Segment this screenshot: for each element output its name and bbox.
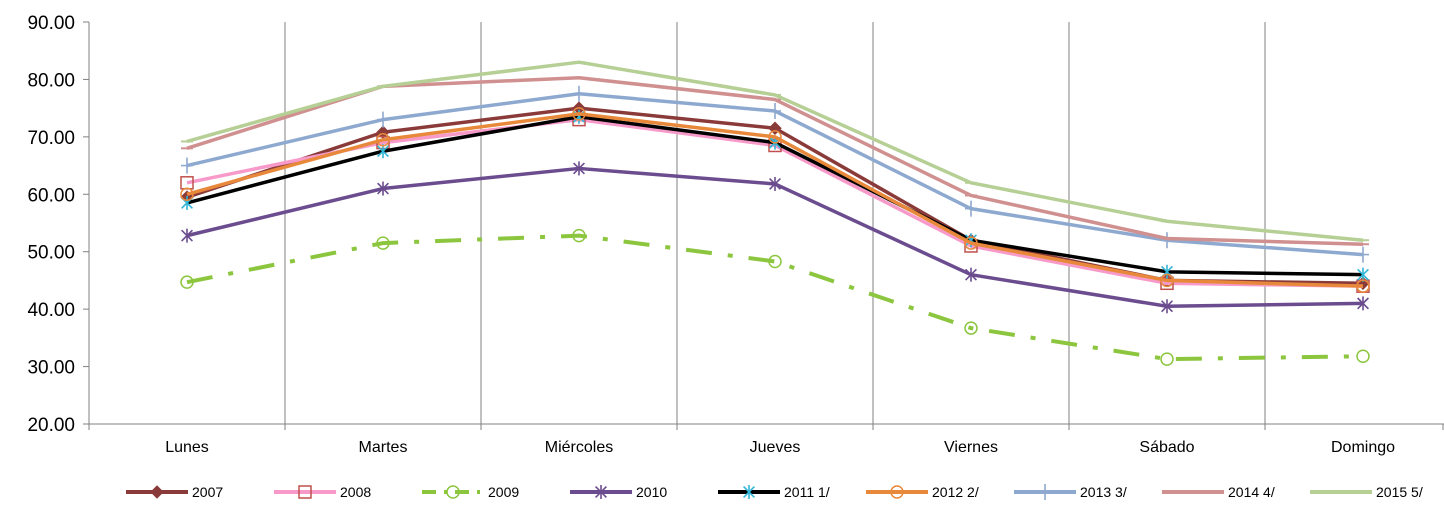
legend-label: 2015 5/ bbox=[1376, 484, 1423, 500]
data-point-marker bbox=[1161, 299, 1173, 314]
data-point-marker bbox=[1356, 279, 1370, 293]
data-point-marker bbox=[1357, 267, 1369, 282]
data-point-marker bbox=[769, 176, 781, 191]
y-tick-label: 30.00 bbox=[27, 358, 75, 379]
legend-label: 2009 bbox=[488, 484, 519, 500]
data-point-marker bbox=[573, 85, 585, 102]
y-tick-label: 50.00 bbox=[27, 243, 75, 264]
data-point-marker bbox=[377, 181, 389, 196]
legend-marker bbox=[150, 485, 164, 499]
legend-label: 2014 4/ bbox=[1228, 484, 1275, 500]
x-tick-label: Viernes bbox=[944, 439, 998, 456]
y-tick-label: 20.00 bbox=[27, 415, 75, 436]
series-line bbox=[186, 233, 1364, 362]
legend-marker bbox=[446, 485, 460, 499]
legend-item: 2008 bbox=[274, 484, 371, 500]
series-2009 bbox=[180, 228, 1370, 366]
legend-marker bbox=[595, 485, 607, 499]
legend-marker bbox=[1039, 484, 1051, 500]
legend-label: 2013 3/ bbox=[1080, 484, 1127, 500]
x-tick-label: Miércoles bbox=[545, 439, 613, 456]
series-2014-4 bbox=[181, 75, 1369, 246]
data-point-marker bbox=[1356, 349, 1370, 363]
series-line bbox=[186, 75, 1364, 246]
data-point-marker bbox=[180, 187, 194, 202]
data-point-marker bbox=[376, 132, 390, 147]
series-2015-5 bbox=[181, 60, 1369, 242]
data-point-marker bbox=[181, 157, 193, 174]
data-point-marker bbox=[572, 228, 586, 243]
legend-item: 2015 5/ bbox=[1310, 484, 1423, 500]
legend-item: 2012 2/ bbox=[866, 484, 979, 500]
data-point-marker bbox=[1357, 246, 1369, 263]
x-tick-label: Sábado bbox=[1139, 439, 1194, 456]
data-point-marker bbox=[181, 228, 193, 243]
data-point-marker bbox=[377, 144, 389, 159]
data-point-marker bbox=[965, 267, 977, 282]
data-point-marker bbox=[964, 236, 978, 250]
series-2010 bbox=[181, 161, 1369, 314]
y-tick-label: 90.00 bbox=[27, 13, 75, 34]
legend-marker bbox=[298, 485, 312, 499]
data-point-marker bbox=[964, 321, 978, 335]
x-tick-label: Domingo bbox=[1331, 439, 1395, 456]
legend-marker bbox=[890, 485, 904, 499]
data-point-marker bbox=[180, 275, 194, 289]
x-tick-label: Lunes bbox=[165, 439, 209, 456]
data-point-marker bbox=[1160, 352, 1174, 366]
legend: 2007 2008 2009 2010 2011 1/2012 2/2013 3/201… bbox=[126, 484, 1423, 500]
legend-item: 2009 bbox=[422, 484, 519, 500]
axes: 20.00 30.00 40.00 50.00 60.00 70.00 80.00 90.00… bbox=[27, 13, 1444, 456]
data-point-marker bbox=[376, 236, 390, 250]
data-point-marker bbox=[1160, 273, 1174, 288]
series-lines bbox=[180, 60, 1370, 366]
legend-item: 2007 bbox=[126, 484, 223, 500]
data-point-marker bbox=[965, 200, 977, 217]
legend-item: 2010 bbox=[570, 484, 667, 500]
x-tick-label: Jueves bbox=[750, 439, 801, 456]
data-point-marker bbox=[573, 161, 585, 176]
legend-item: 2014 4/ bbox=[1162, 484, 1275, 500]
legend-item: 2011 1/ bbox=[718, 484, 830, 500]
legend-item: 2013 3/ bbox=[1014, 484, 1127, 500]
y-tick-label: 80.00 bbox=[27, 70, 75, 91]
data-point-marker bbox=[769, 103, 781, 120]
x-tick-label: Martes bbox=[359, 439, 408, 456]
data-point-marker bbox=[768, 130, 782, 144]
y-tick-label: 40.00 bbox=[27, 300, 75, 321]
series-line bbox=[186, 112, 1364, 288]
y-tick-label: 60.00 bbox=[27, 185, 75, 206]
data-point-marker bbox=[377, 111, 389, 128]
y-tick-label: 70.00 bbox=[27, 128, 75, 149]
series-2012-2 bbox=[180, 107, 1370, 293]
legend-label: 2012 2/ bbox=[932, 484, 979, 500]
data-point-marker bbox=[768, 254, 782, 269]
data-point-marker bbox=[572, 107, 586, 121]
series-2013-3 bbox=[181, 85, 1369, 263]
legend-label: 2008 bbox=[340, 484, 371, 500]
legend-label: 2010 bbox=[636, 484, 667, 500]
legend-label: 2011 1/ bbox=[784, 484, 830, 500]
data-point-marker bbox=[1357, 296, 1369, 311]
grid-lines bbox=[284, 22, 1266, 424]
legend-label: 2007 bbox=[192, 484, 223, 500]
legend-marker bbox=[743, 485, 755, 499]
